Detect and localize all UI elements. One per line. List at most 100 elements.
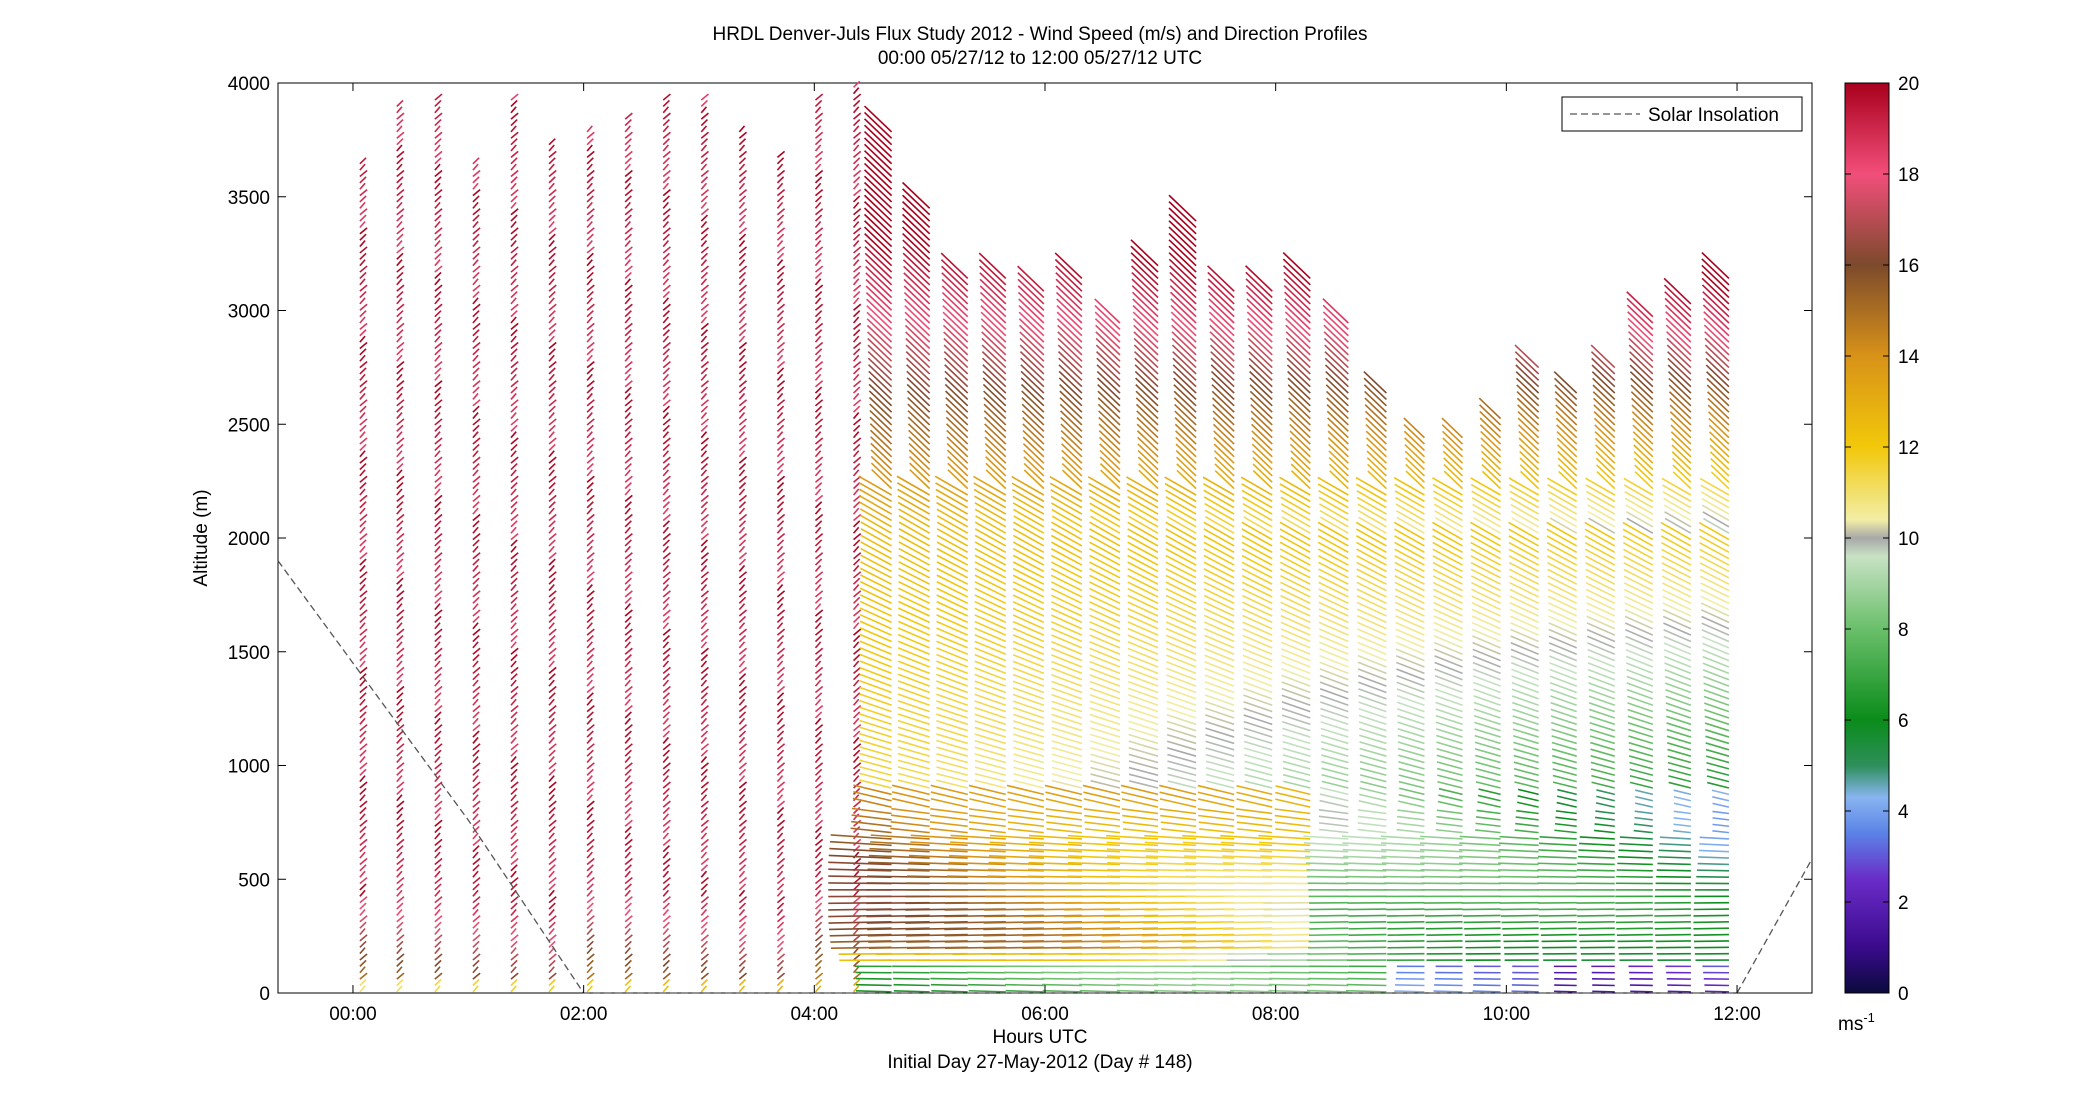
wind-barb: [893, 983, 930, 987]
wind-barb: [586, 201, 593, 209]
wind-barb: [662, 220, 670, 228]
wind-barb: [510, 297, 517, 305]
wind-barb: [738, 157, 747, 165]
wind-barb: [910, 834, 968, 840]
wind-barb: [1704, 337, 1730, 362]
wind-barb: [1012, 673, 1045, 687]
wind-barb: [1126, 489, 1159, 509]
wind-barb: [1275, 828, 1311, 834]
wind-barb: [586, 412, 593, 420]
wind-barb: [776, 475, 786, 483]
wind-barb: [1121, 808, 1159, 815]
wind-barb: [1249, 384, 1273, 407]
wind-barb: [1394, 535, 1425, 554]
wind-barb: [974, 561, 1007, 579]
wind-barb: [1699, 568, 1730, 585]
wind-barb: [738, 654, 747, 662]
wind-barb: [944, 370, 969, 394]
wind-barb: [359, 883, 367, 891]
wind-barb: [472, 647, 481, 655]
wind-barb: [1404, 450, 1426, 471]
wind-barb: [853, 303, 862, 311]
wind-barb: [586, 864, 594, 872]
x-tick-label: 08:00: [1252, 1004, 1300, 1025]
wind-barb: [859, 594, 892, 611]
wind-barb: [359, 736, 366, 744]
wind-barb: [624, 622, 631, 630]
wind-barb: [1175, 450, 1197, 471]
wind-barb: [1509, 490, 1540, 509]
wind-barb: [814, 781, 824, 789]
wind-barb: [1242, 496, 1273, 515]
wind-barb: [869, 847, 930, 853]
wind-barb: [1706, 377, 1730, 401]
wind-barb: [1593, 417, 1616, 439]
wind-barb: [548, 520, 556, 528]
wind-barb: [1629, 781, 1654, 789]
wind-barb: [1213, 450, 1235, 471]
wind-barb: [396, 176, 404, 184]
wind-barb: [396, 972, 405, 980]
wind-barb: [1012, 548, 1045, 566]
wind-barb: [1308, 940, 1349, 943]
wind-barb: [1459, 875, 1501, 879]
wind-barb: [359, 169, 368, 178]
wind-barb: [548, 756, 555, 764]
wind-barb: [1203, 496, 1235, 515]
wind-barb: [434, 660, 441, 668]
wind-barb: [973, 475, 1007, 496]
wind-barb: [624, 756, 631, 764]
wind-barb: [586, 876, 595, 885]
wind-barb: [662, 106, 670, 114]
wind-barb: [814, 634, 823, 643]
wind-barb: [1318, 808, 1349, 815]
wind-barb: [1712, 796, 1730, 802]
wind-barb: [853, 953, 862, 961]
wind-barb: [936, 574, 969, 592]
wind-barb: [814, 654, 823, 662]
wind-barb: [586, 775, 593, 783]
wind-barb: [700, 138, 709, 146]
wind-barb: [1668, 384, 1692, 407]
wind-barb: [974, 673, 1007, 687]
wind-barb: [1432, 528, 1463, 547]
wind-barb: [863, 207, 893, 235]
wind-barb: [1242, 628, 1273, 643]
wind-barb: [1242, 681, 1273, 694]
wind-barb: [1013, 753, 1045, 764]
wind-barb: [624, 915, 633, 923]
wind-barb: [968, 983, 1006, 987]
wind-barb: [624, 641, 631, 649]
wind-barb: [700, 915, 709, 923]
wind-barb: [1395, 496, 1425, 515]
wind-profile: [1615, 291, 1654, 993]
wind-barb: [1433, 628, 1463, 643]
wind-barb: [586, 590, 595, 598]
wind-barb: [1550, 695, 1577, 706]
wind-barb: [776, 360, 786, 369]
wind-barb: [586, 902, 594, 910]
wind-barb: [1282, 740, 1311, 751]
wind-barb: [814, 947, 822, 955]
wind-barb: [814, 329, 823, 337]
wind-barb: [662, 157, 670, 165]
wind-barb: [1165, 561, 1197, 579]
wind-barb: [890, 814, 930, 821]
wind-barb: [776, 564, 784, 572]
wind-barb: [980, 311, 1007, 337]
wind-barb: [908, 436, 931, 458]
wind-barb: [738, 584, 746, 592]
wind-barb: [1502, 933, 1539, 936]
wind-barb: [510, 947, 517, 955]
wind-barb: [1357, 674, 1387, 687]
wind-barb: [1702, 669, 1730, 681]
wind-barb: [359, 749, 367, 757]
wind-barb: [1625, 648, 1654, 662]
wind-barb: [396, 845, 404, 853]
wind-barb: [434, 316, 441, 324]
wind-barb: [396, 902, 404, 910]
wind-barb: [586, 845, 594, 853]
wind-barb: [814, 131, 824, 139]
wind-profile: [1303, 298, 1349, 993]
wind-barb: [1166, 727, 1197, 738]
